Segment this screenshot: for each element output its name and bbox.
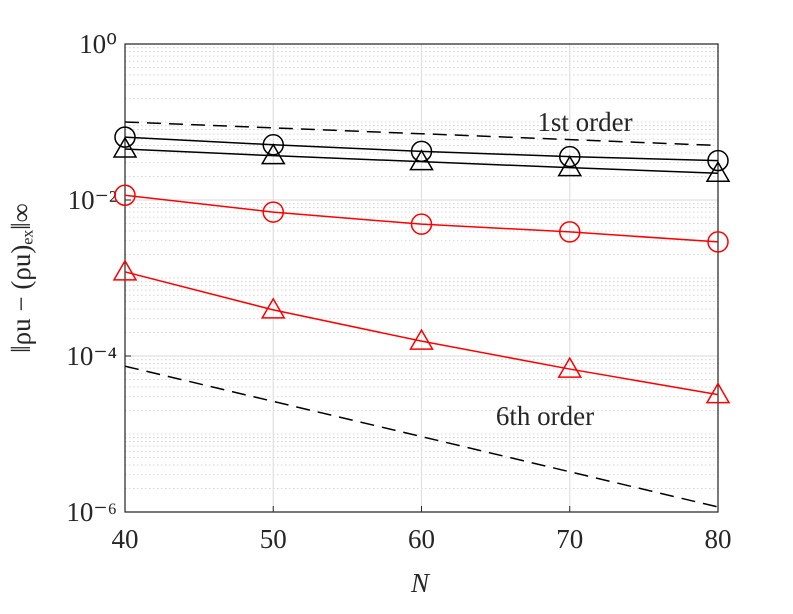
y-tick-label: 10⁻⁶ bbox=[66, 497, 117, 527]
series-line bbox=[124, 121, 719, 147]
y-tick-label: 10⁻⁴ bbox=[66, 341, 117, 371]
marker bbox=[409, 149, 434, 171]
x-axis-label: N bbox=[410, 568, 431, 598]
x-tick-label: 50 bbox=[260, 524, 287, 554]
y-axis-label: ‖ρu − (ρu)ₑₓ‖∞ bbox=[6, 203, 36, 353]
series-line bbox=[124, 148, 719, 175]
annotation: 6th order bbox=[496, 401, 594, 431]
marker bbox=[559, 221, 581, 243]
marker bbox=[707, 149, 729, 172]
marker bbox=[112, 259, 138, 281]
marker bbox=[410, 213, 433, 235]
marker bbox=[260, 297, 286, 319]
marker bbox=[114, 184, 136, 207]
marker bbox=[559, 145, 581, 168]
marker bbox=[557, 356, 583, 378]
x-tick-label: 40 bbox=[112, 524, 139, 554]
marker bbox=[705, 382, 731, 404]
series-line bbox=[124, 271, 719, 396]
marker bbox=[409, 328, 434, 350]
annotation: 1st order bbox=[537, 107, 632, 137]
marker bbox=[707, 231, 729, 253]
y-tick-label: 10⁰ bbox=[79, 29, 117, 59]
y-tick-label: 10⁻² bbox=[68, 185, 117, 215]
series-line bbox=[124, 365, 719, 508]
marker bbox=[262, 134, 284, 156]
plot-frame bbox=[124, 43, 719, 513]
marker bbox=[262, 201, 284, 223]
x-tick-label: 60 bbox=[408, 524, 435, 554]
series-line bbox=[124, 194, 719, 243]
x-tick-label: 70 bbox=[556, 524, 583, 554]
marker bbox=[260, 143, 286, 165]
x-tick-label: 80 bbox=[705, 524, 732, 554]
marker bbox=[112, 136, 138, 158]
marker bbox=[557, 155, 583, 177]
marker bbox=[114, 126, 136, 148]
marker bbox=[705, 160, 731, 183]
